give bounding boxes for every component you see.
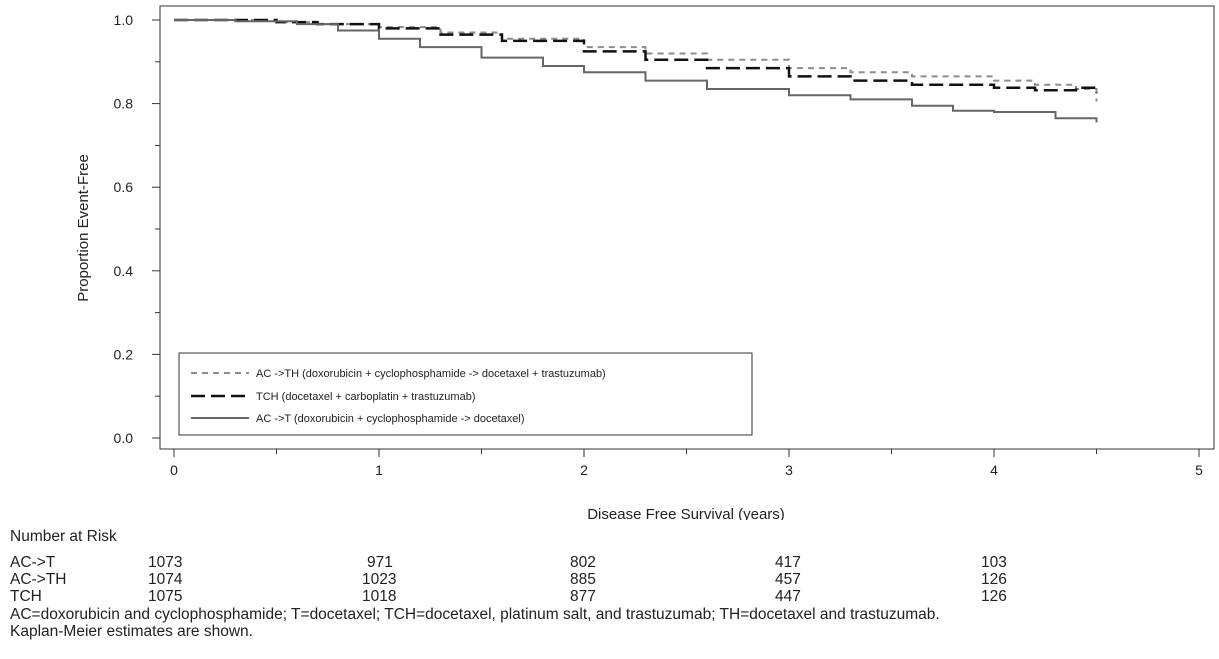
risk-value: 457 [775,571,801,588]
risk-row-label: AC->TH [10,571,67,588]
survival-chart: 0 1 2 3 4 5 0.0 0.2 0.4 0.6 0.8 1.0 Proportion Even… [75,5,1215,520]
x-tick-label: 0 [170,462,178,478]
risk-value: 1023 [362,571,397,588]
risk-row-label: AC->T [10,554,56,571]
series-layer [174,18,1098,123]
x-tick-label: 1 [375,462,383,478]
y-tick-label: 0.8 [114,96,134,112]
risk-row-label: TCH [10,588,42,605]
legend-label-acth: AC ->TH (doxorubicin + cyclophosphamide … [256,368,606,380]
risk-value: 126 [981,588,1007,605]
risk-value: 1073 [148,554,183,571]
method-footnote: Kaplan-Meier estimates are shown. [10,623,253,640]
risk-row-ac-th: AC->TH 1074 1023 885 457 126 [10,571,1210,588]
risk-value: 417 [775,554,801,571]
legend: AC ->TH (doxorubicin + cyclophosphamide … [178,352,753,436]
x-tick-label: 3 [785,462,793,478]
legend-box [178,352,753,436]
risk-row-tch: TCH 1075 1018 877 447 126 [10,588,1210,605]
series-line-0 [174,19,1098,102]
risk-value: 877 [570,588,596,605]
legend-label-tch: TCH (docetaxel + carboplatin + trastuzum… [256,391,476,403]
risk-value: 802 [570,554,596,571]
x-axis-title: Disease Free Survival (years) [587,506,785,520]
abbreviation-footnote: AC=doxorubicin and cyclophosphamide; T=d… [10,606,940,623]
series-line-2 [174,19,1098,123]
y-tick-label: 1.0 [114,12,134,28]
series-line-1 [174,18,1098,94]
risk-value: 1074 [148,571,183,588]
risk-table-title: Number at Risk [10,528,117,545]
risk-value: 1018 [362,588,397,605]
x-tick-label: 4 [990,462,998,478]
y-tick-label: 0.6 [114,179,134,195]
risk-value: 971 [367,554,393,571]
y-tick-label: 0.2 [114,346,134,362]
x-tick-label: 5 [1195,462,1203,478]
y-tick-label: 0.4 [114,263,134,279]
risk-value: 447 [775,588,801,605]
risk-value: 885 [570,571,596,588]
y-axis-title: Proportion Event-Free [75,154,92,302]
y-tick-label: 0.0 [114,430,134,446]
risk-value: 103 [981,554,1007,571]
legend-label-act: AC ->T (doxorubicin + cyclophosphamide -… [256,413,525,425]
risk-value: 126 [981,571,1007,588]
risk-value: 1075 [148,588,183,605]
axes-layer: 0 1 2 3 4 5 0.0 0.2 0.4 0.6 0.8 1.0 [114,12,1204,478]
x-tick-label: 2 [580,462,588,478]
risk-row-ac-t: AC->T 1073 971 802 417 103 [10,554,1210,571]
